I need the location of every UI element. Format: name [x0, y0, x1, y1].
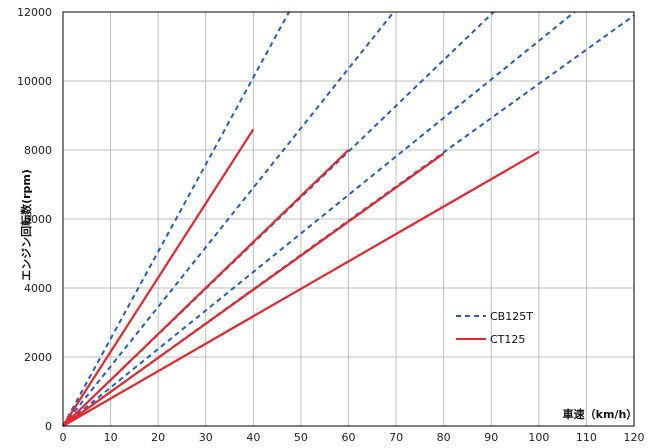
x-tick-label: 60	[342, 431, 356, 444]
x-tick-label: 50	[294, 431, 308, 444]
series-line-cb125t-1	[62, 11, 290, 427]
x-tick-label: 110	[576, 431, 597, 444]
x-tick-label: 120	[624, 431, 645, 444]
series-line-cb125t-2	[62, 11, 395, 427]
legend-label-cb125t: CB125T	[490, 310, 533, 323]
series-line-ct125-6	[62, 128, 255, 427]
x-tick-labels: 0 10 20 30 40 50 60 70 80 90 100 110 120	[60, 431, 645, 444]
plot-border	[62, 11, 635, 427]
series-line-ct125-7	[62, 149, 350, 427]
y-axis-title: エンジン回転数(rpm)	[19, 169, 33, 281]
y-tick-label: 12000	[17, 6, 52, 19]
legend: CB125T CT125	[456, 310, 533, 346]
x-tick-label: 30	[199, 431, 213, 444]
legend-label-ct125: CT125	[490, 333, 525, 346]
series-line-ct125-9	[62, 150, 540, 427]
series-lines	[62, 11, 635, 427]
x-tick-label: 20	[151, 431, 165, 444]
x-tick-label: 0	[60, 431, 67, 444]
x-tick-label: 90	[484, 431, 498, 444]
x-tick-label: 100	[528, 431, 549, 444]
y-tick-label: 0	[45, 420, 52, 433]
x-tick-label: 40	[246, 431, 260, 444]
x-axis-title: 車速（km/h）	[563, 407, 638, 421]
x-tick-label: 70	[389, 431, 403, 444]
y-tick-label: 8000	[24, 144, 52, 157]
y-tick-label: 2000	[24, 351, 52, 364]
x-tick-label: 80	[437, 431, 451, 444]
y-tick-labels: 0 2000 4000 6000 8000 10000 12000	[17, 6, 52, 433]
y-tick-label: 4000	[24, 282, 52, 295]
y-tick-label: 6000	[24, 213, 52, 226]
y-tick-label: 10000	[17, 75, 52, 88]
x-tick-label: 10	[104, 431, 118, 444]
series-line-cb125t-4	[62, 11, 576, 427]
series-line-ct125-8	[62, 152, 445, 427]
